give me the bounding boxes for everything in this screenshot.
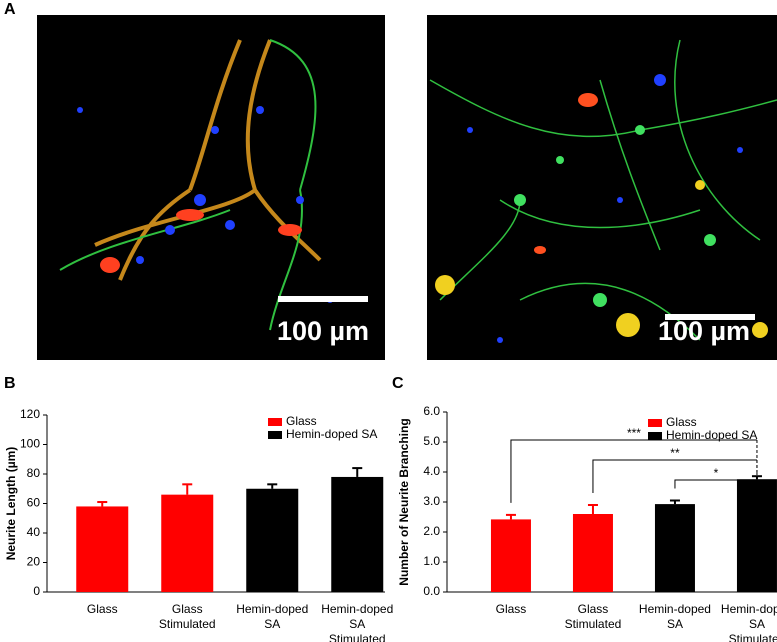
scale-bar-label: 100 µm — [658, 316, 750, 346]
significance-label: ** — [670, 446, 680, 460]
bar — [161, 494, 214, 592]
x-tick-label: Glass — [578, 602, 609, 616]
x-tick-label: Hemin-doped — [721, 602, 777, 616]
y-tick-label: 60 — [27, 496, 41, 510]
x-tick-label: Glass — [496, 602, 527, 616]
legend-swatch — [648, 419, 662, 427]
legend-swatch — [268, 431, 282, 439]
y-tick-label: 3.0 — [423, 494, 440, 508]
y-axis-label: Number of Neurite Branching — [397, 418, 411, 585]
x-tick-label: Hemin-doped — [639, 602, 711, 616]
y-tick-label: 1.0 — [423, 554, 440, 568]
y-tick-label: 4.0 — [423, 464, 440, 478]
y-tick-label: 2.0 — [423, 524, 440, 538]
legend-swatch — [648, 432, 662, 440]
significance-label: *** — [627, 426, 641, 440]
y-axis-label: Neurite Length (µm) — [4, 447, 18, 561]
y-tick-label: 100 — [20, 437, 40, 451]
y-tick-label: 0.0 — [423, 584, 440, 598]
significance-bracket — [674, 479, 757, 489]
y-tick-label: 80 — [27, 466, 41, 480]
legend-label: Glass — [666, 415, 697, 429]
charts: 0 20 40 60 80 100 120 Neurite Length (µm) Glass G… — [4, 404, 777, 642]
x-tick-label: Glass — [87, 602, 118, 616]
bar — [76, 506, 129, 592]
legend-label: Glass — [286, 414, 317, 428]
panel-label: B — [4, 375, 16, 392]
x-tick-label: SA — [749, 617, 765, 631]
micrograph-right: 100 µm — [427, 15, 777, 360]
legend-swatch — [268, 418, 282, 426]
x-tick-label: Stimulated — [329, 632, 386, 642]
significance-label: * — [714, 466, 719, 480]
x-tick-label: Stimulated — [159, 617, 216, 631]
y-tick-label: 40 — [27, 525, 41, 539]
y-tick-label: 120 — [20, 407, 40, 421]
bar — [736, 479, 777, 592]
y-tick-label: 20 — [27, 555, 41, 569]
x-tick-label: Hemin-doped — [321, 602, 393, 616]
significance-bracket — [510, 439, 757, 503]
bar — [572, 514, 613, 592]
x-tick-label: SA — [667, 617, 683, 631]
y-tick-label: 0 — [33, 584, 40, 598]
bar — [654, 504, 695, 592]
significance-bracket — [592, 459, 757, 493]
x-tick-label: Hemin-doped — [236, 602, 308, 616]
bar — [490, 519, 531, 592]
x-tick-label: Stimulated — [729, 632, 777, 642]
panel-label: A — [4, 1, 16, 18]
bar — [331, 476, 384, 592]
x-tick-label: Stimulated — [565, 617, 622, 631]
bar — [246, 488, 299, 592]
scale-bar-label: 100 µm — [277, 316, 369, 346]
x-tick-label: SA — [264, 617, 280, 631]
micrograph-left: 100 µm — [37, 15, 385, 360]
legend-label: Hemin-doped SA — [666, 428, 757, 442]
x-tick-label: SA — [349, 617, 365, 631]
legend-label: Hemin-doped SA — [286, 427, 377, 441]
panel-label: C — [392, 375, 404, 392]
y-tick-label: 6.0 — [423, 404, 440, 418]
y-tick-label: 5.0 — [423, 434, 440, 448]
x-tick-label: Glass — [172, 602, 203, 616]
